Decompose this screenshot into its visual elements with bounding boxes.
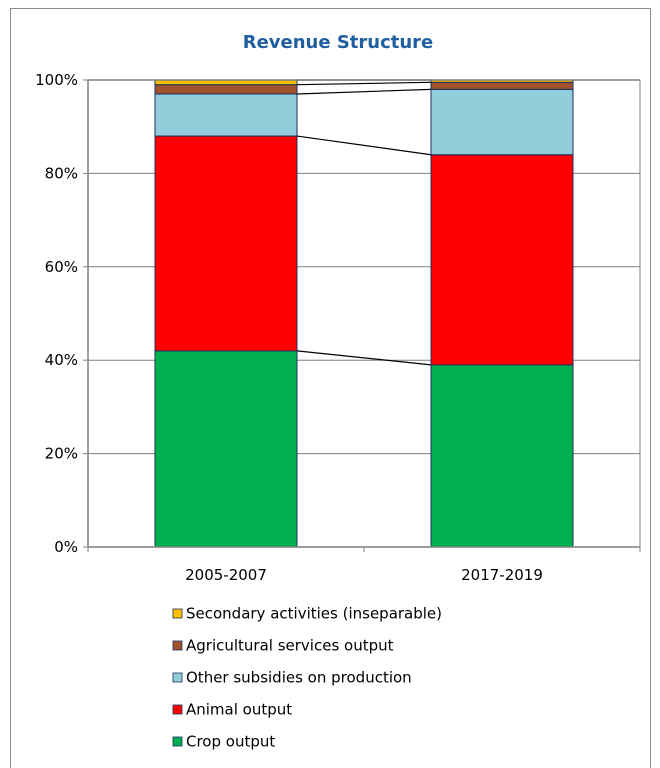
y-tick-label: 40% [45,351,78,369]
legend-swatch [172,608,183,619]
legend-label: Crop output [186,733,275,751]
bar-segment-other-subsidies-on-production-0 [154,93,298,137]
bar-segment-crop-output-1 [430,364,574,548]
chart-title: Revenue Structure [243,32,434,53]
series-line [296,81,432,86]
x-tick-label: 2017-2019 [461,566,543,584]
bar-layer [154,79,574,548]
legend: Secondary activities (inseparable) Agricu… [172,605,442,751]
x-tick-label: 2005-2007 [185,566,267,584]
y-tick-label: 0% [54,538,78,556]
legend-label: Agricultural services output [186,637,394,655]
legend-label: Animal output [186,701,292,719]
series-line [296,88,432,95]
legend-swatch [172,640,183,651]
y-tick-label: 80% [45,164,78,182]
y-tick-label: 60% [45,258,78,276]
series-line [296,350,432,366]
legend-label: Other subsidies on production [186,669,412,687]
y-tick-label: 20% [45,445,78,463]
series-lines [296,79,432,366]
bar-segment-crop-output-0 [154,350,298,548]
bar-segment-animal-output-0 [154,135,298,352]
bar-segment-other-subsidies-on-production-1 [430,88,574,156]
bar-segment-agricultural-services-output-0 [154,84,298,95]
legend-swatch [172,736,183,747]
bar-segment-animal-output-1 [430,154,574,366]
y-tick-label: 100% [35,71,78,89]
axis-layer: 0% 20% 40% 60% 80% 100% 2005-2007 2017-2019 [35,71,641,584]
series-line [296,135,432,156]
legend-swatch [172,704,183,715]
legend-swatch [172,672,183,683]
legend-label: Secondary activities (inseparable) [186,605,442,623]
bar-segment-agricultural-services-output-1 [430,81,574,90]
chart-frame [10,8,651,768]
